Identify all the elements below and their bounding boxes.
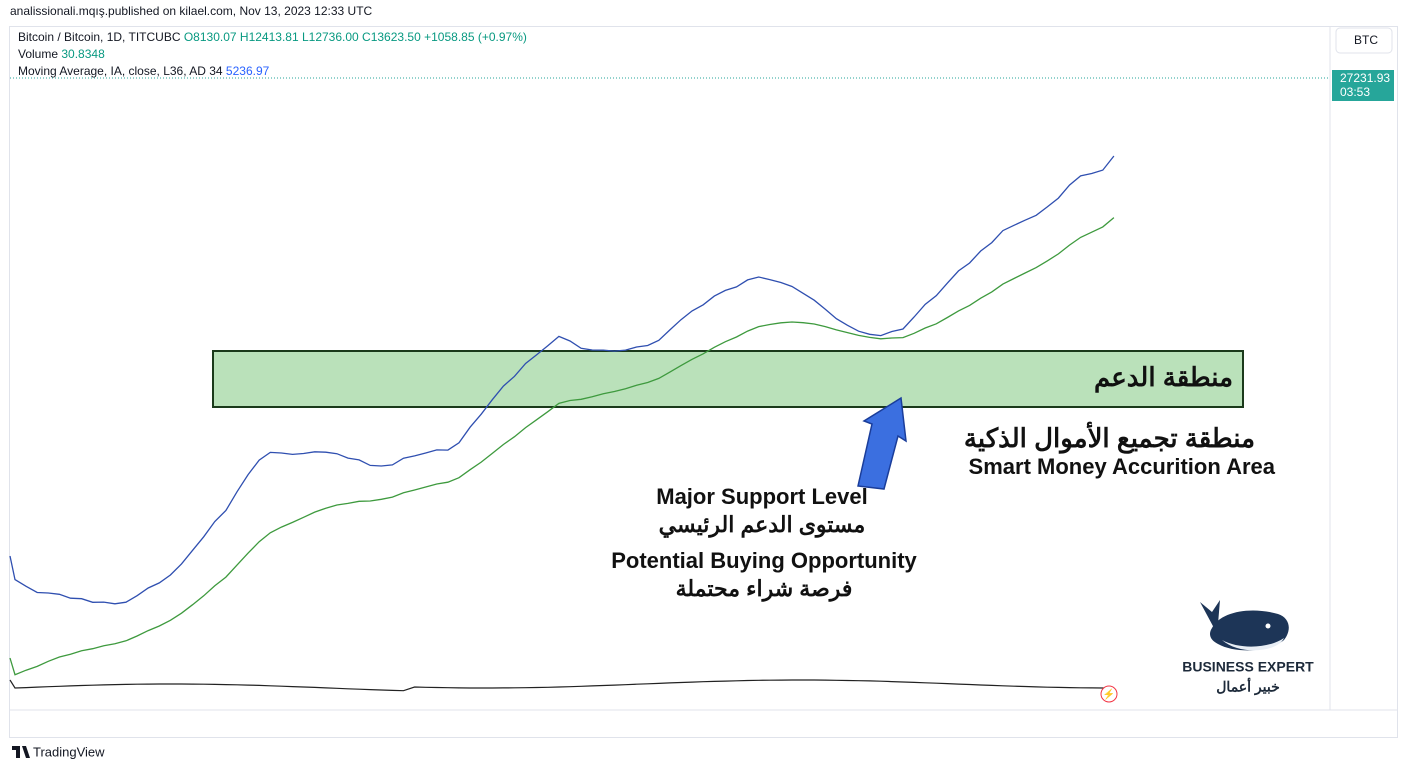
- volume-value: 30.8348: [61, 47, 105, 61]
- moving-average-slow: [9, 217, 1115, 676]
- smart-money-en: Smart Money Accurition Area: [969, 454, 1276, 479]
- chart-frame: [9, 26, 1398, 738]
- arrow: [857, 396, 907, 490]
- whale-body: [1210, 610, 1289, 651]
- last-price: 27231.93: [1340, 71, 1390, 85]
- whale-eye: [1265, 623, 1271, 629]
- logo: BUSINESS EXPERT خبير أعمال: [1182, 600, 1314, 696]
- logo-name: BUSINESS EXPERT: [1182, 659, 1314, 675]
- support-en: Major Support Level: [656, 484, 867, 509]
- symbol: Bitcoin / Bitcoin, 1D, TITCUBC: [18, 30, 181, 44]
- tv-logo-icon: [12, 746, 30, 758]
- whale-belly: [1222, 638, 1284, 651]
- alert-glyph[interactable]: ⚡: [1103, 688, 1115, 701]
- ma-label: Moving Average, IA, close, L36, AD 34: [18, 64, 223, 78]
- high: H12413.81: [240, 30, 299, 44]
- low: L12736.00: [302, 30, 359, 44]
- moving-average-fast: [9, 155, 1115, 605]
- volume-line: Volume 30.8348: [18, 47, 105, 61]
- volume-label: Volume: [18, 47, 58, 61]
- published-line: analissionali.mqış.published on kilael.c…: [10, 4, 373, 18]
- support-zone: [212, 350, 1244, 408]
- logo-name-ar: خبير أعمال: [1216, 677, 1280, 696]
- countdown: 03:53: [1340, 85, 1370, 99]
- last-price-box: [1332, 70, 1394, 101]
- smart-money-ar: منطقة تجميع الأموال الذكية: [964, 421, 1255, 454]
- volume-ma-line: [9, 679, 1114, 692]
- whale-tail: [1200, 600, 1220, 628]
- alert-icon[interactable]: [1100, 685, 1118, 703]
- zone-label: منطقة الدعم: [1094, 362, 1233, 393]
- support-ar: مستوى الدعم الرئيسي: [659, 512, 866, 538]
- buying-en: Potential Buying Opportunity: [611, 548, 917, 573]
- ma-line: Moving Average, IA, close, L36, AD 34 52…: [18, 64, 270, 78]
- symbol-line: Bitcoin / Bitcoin, 1D, TITCUBC O8130.07 …: [18, 30, 527, 44]
- open: O8130.07: [184, 30, 237, 44]
- change: +1058.85 (+0.97%): [424, 30, 527, 44]
- currency-button[interactable]: [1335, 27, 1393, 54]
- buying-ar: فرصة شراء محتملة: [676, 576, 853, 602]
- currency-label[interactable]: BTC: [1354, 33, 1378, 47]
- ma-value: 5236.97: [226, 64, 270, 78]
- close: C13623.50: [362, 30, 421, 44]
- footer-brand: TradingView: [33, 744, 105, 759]
